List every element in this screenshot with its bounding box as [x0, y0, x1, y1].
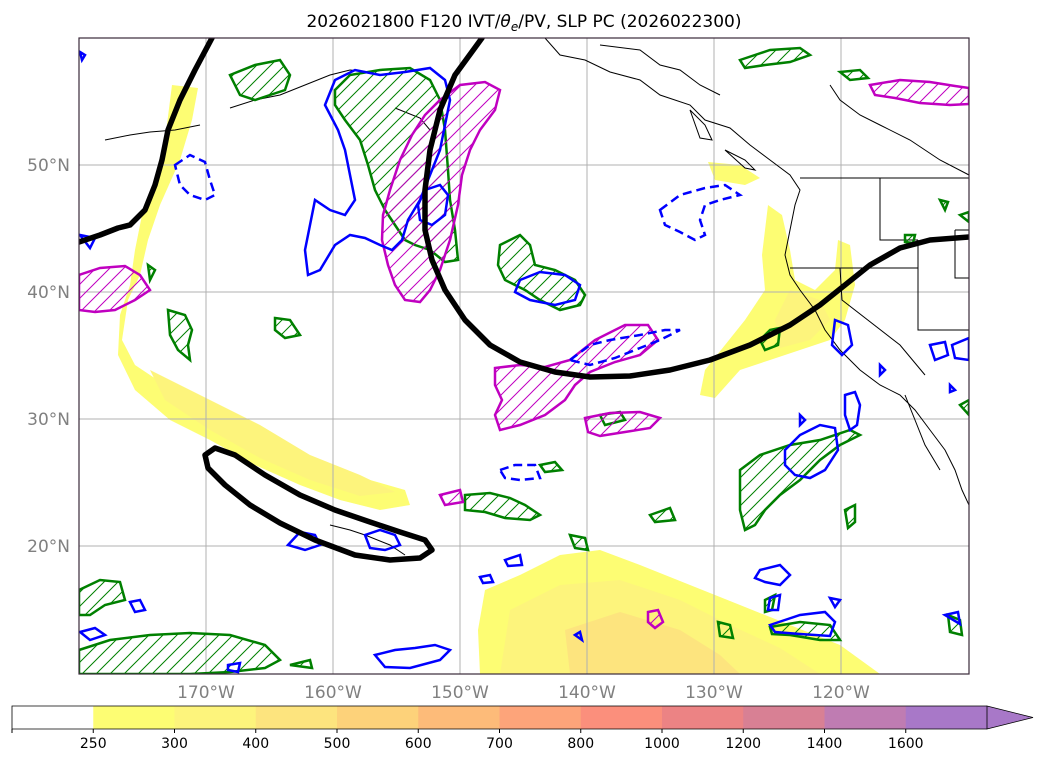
- lon-label-150w: 150°W: [431, 683, 489, 703]
- lat-label-30: 30°N: [27, 410, 70, 430]
- colorbar-tick-label: 700: [486, 736, 513, 752]
- lat-label-40: 40°N: [27, 283, 70, 303]
- colorbar-segment: [905, 706, 988, 729]
- colorbar-tick-label: 250: [80, 736, 107, 752]
- figure-title: 2026021800 F120 IVT/θe/PV, SLP PC (20260…: [306, 12, 741, 34]
- colorbar-segment: [93, 706, 175, 729]
- lon-label-170w: 170°W: [177, 683, 235, 703]
- colorbar-tick-label: 1000: [644, 736, 680, 752]
- colorbar-segment: [337, 706, 419, 729]
- lon-labels: 170°W 160°W 150°W 140°W 130°W 120°W: [177, 683, 870, 703]
- colorbar-segment: [255, 706, 338, 729]
- lon-label-160w: 160°W: [304, 683, 362, 703]
- map-frame: [78, 37, 970, 675]
- colorbar-tick-label: 500: [324, 736, 351, 752]
- lat-label-20: 20°N: [27, 537, 70, 557]
- lon-label-120w: 120°W: [812, 683, 870, 703]
- colorbar-tick-label: 600: [405, 736, 432, 752]
- colorbar-tick-label: 1600: [888, 736, 924, 752]
- colorbar-extend-arrow: [986, 705, 1034, 730]
- lat-labels: 50°N 40°N 30°N 20°N: [27, 156, 70, 557]
- colorbar-segment: [12, 706, 94, 729]
- colorbar-segment: [662, 706, 744, 729]
- colorbar-tick-label: 1200: [725, 736, 761, 752]
- lat-label-50: 50°N: [27, 156, 70, 176]
- colorbar-segment: [174, 706, 257, 729]
- colorbar-segment: [743, 706, 825, 729]
- colorbar-tick-label: 800: [567, 736, 594, 752]
- colorbar: 250 300 400 500 600 700 800 1000 1200 1400 1600: [11, 705, 1034, 752]
- colorbar-tick-label: 1400: [807, 736, 843, 752]
- slp-pc-contours: [79, 38, 969, 563]
- colorbar-tick-label: 400: [242, 736, 269, 752]
- lon-label-130w: 130°W: [685, 683, 743, 703]
- colorbar-segment: [418, 706, 500, 729]
- colorbar-tick-label: 300: [161, 736, 188, 752]
- pv-positive-dashed-contours: [173, 153, 744, 482]
- colorbar-segment: [824, 706, 907, 729]
- lon-label-140w: 140°W: [558, 683, 616, 703]
- colorbar-segment: [499, 706, 582, 729]
- map-area: [79, 38, 969, 674]
- colorbar-segment: [580, 706, 663, 729]
